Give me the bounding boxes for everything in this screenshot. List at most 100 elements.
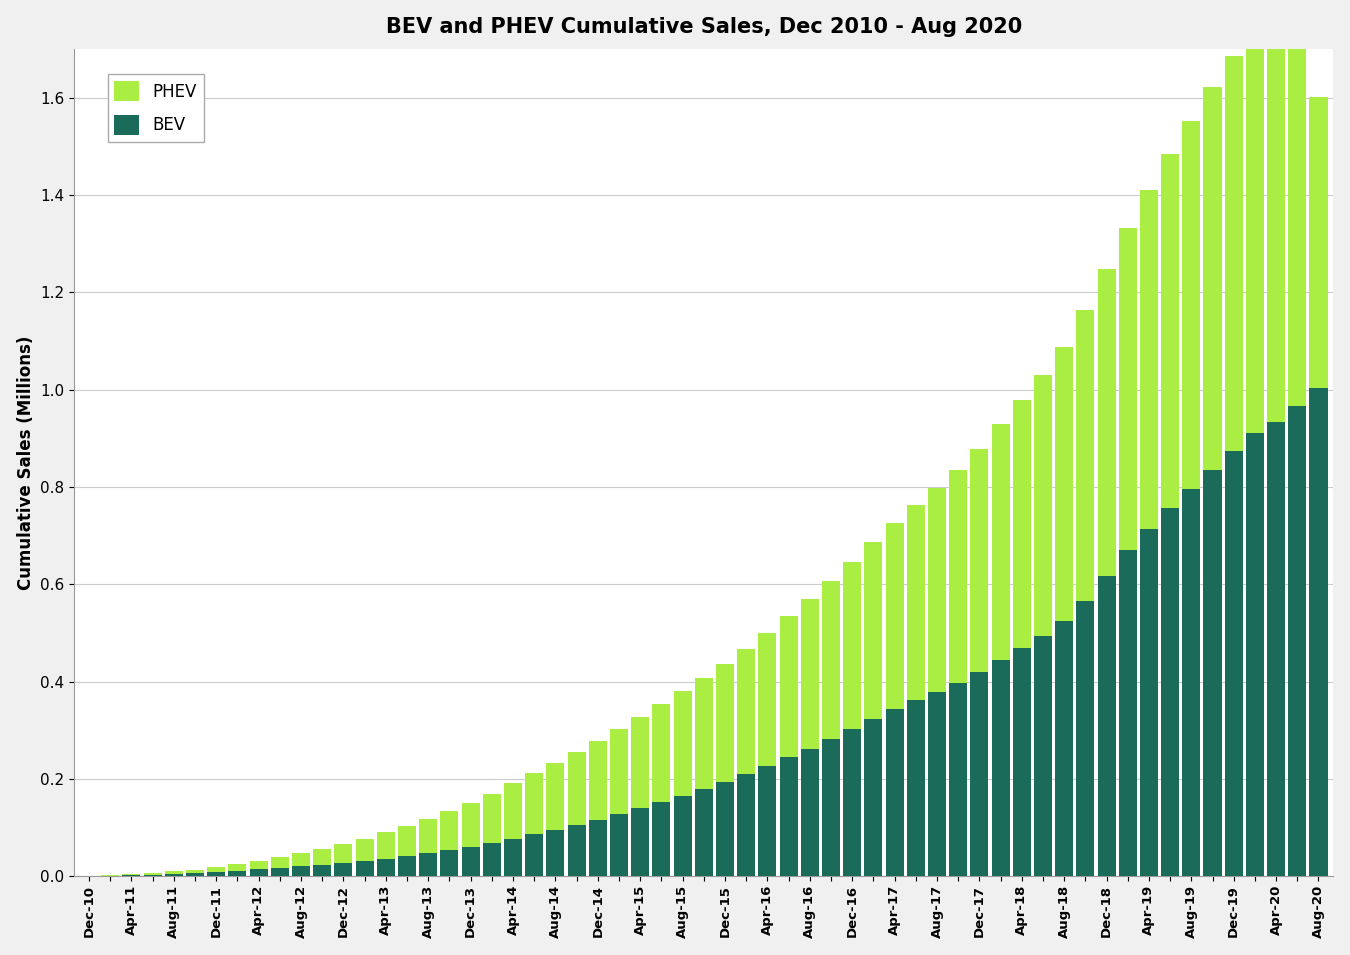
Bar bbox=[377, 859, 394, 876]
Bar bbox=[186, 870, 204, 873]
Bar bbox=[716, 782, 734, 876]
Bar bbox=[1224, 451, 1243, 876]
Bar bbox=[504, 838, 522, 876]
Bar bbox=[844, 730, 861, 876]
Bar bbox=[822, 581, 840, 739]
Bar bbox=[335, 844, 352, 863]
Bar bbox=[377, 833, 394, 859]
Bar bbox=[504, 783, 522, 838]
Bar bbox=[907, 504, 925, 700]
Bar bbox=[143, 875, 162, 876]
Bar bbox=[1288, 406, 1307, 876]
Bar bbox=[1310, 389, 1327, 876]
Bar bbox=[907, 700, 925, 876]
Bar bbox=[567, 752, 586, 825]
Bar bbox=[674, 691, 691, 796]
Bar bbox=[398, 826, 416, 856]
Bar bbox=[1161, 155, 1179, 508]
Bar bbox=[1268, 0, 1285, 422]
Bar bbox=[271, 868, 289, 876]
Bar bbox=[483, 794, 501, 843]
Legend: PHEV, BEV: PHEV, BEV bbox=[108, 74, 204, 141]
Bar bbox=[1034, 374, 1052, 636]
Bar bbox=[971, 671, 988, 876]
Bar bbox=[1056, 347, 1073, 622]
Bar bbox=[1183, 121, 1200, 489]
Bar bbox=[886, 709, 903, 876]
Bar bbox=[207, 872, 225, 876]
Bar bbox=[1161, 508, 1179, 876]
Bar bbox=[1183, 489, 1200, 876]
Bar bbox=[864, 542, 883, 719]
Bar bbox=[547, 763, 564, 830]
Bar bbox=[462, 803, 479, 847]
Bar bbox=[1288, 0, 1307, 406]
Bar bbox=[1098, 576, 1115, 876]
Bar bbox=[991, 424, 1010, 660]
Bar bbox=[123, 874, 140, 875]
Bar bbox=[1203, 87, 1222, 470]
Y-axis label: Cumulative Sales (Millions): Cumulative Sales (Millions) bbox=[16, 335, 35, 590]
Bar bbox=[398, 856, 416, 876]
Bar bbox=[1119, 228, 1137, 550]
Bar bbox=[737, 649, 755, 774]
Bar bbox=[1119, 550, 1137, 876]
Bar bbox=[695, 789, 713, 876]
Bar bbox=[1246, 25, 1264, 433]
Bar bbox=[1224, 55, 1243, 451]
Bar bbox=[462, 847, 479, 876]
Bar bbox=[207, 867, 225, 872]
Bar bbox=[165, 871, 182, 874]
Bar bbox=[695, 678, 713, 789]
Bar bbox=[292, 866, 311, 876]
Bar bbox=[547, 830, 564, 876]
Bar bbox=[567, 825, 586, 876]
Bar bbox=[632, 716, 649, 808]
Bar bbox=[1076, 310, 1095, 601]
Bar bbox=[927, 692, 946, 876]
Bar bbox=[589, 741, 606, 819]
Bar bbox=[440, 850, 459, 876]
Bar bbox=[420, 853, 437, 876]
Bar bbox=[1246, 433, 1264, 876]
Bar bbox=[610, 814, 628, 876]
Bar bbox=[801, 599, 818, 749]
Bar bbox=[759, 766, 776, 876]
Bar bbox=[313, 865, 331, 876]
Bar bbox=[864, 719, 883, 876]
Bar bbox=[165, 874, 182, 876]
Bar bbox=[652, 802, 671, 876]
Bar bbox=[886, 522, 903, 709]
Bar bbox=[1056, 622, 1073, 876]
Bar bbox=[1139, 529, 1158, 876]
Bar bbox=[1012, 648, 1031, 876]
Title: BEV and PHEV Cumulative Sales, Dec 2010 - Aug 2020: BEV and PHEV Cumulative Sales, Dec 2010 … bbox=[386, 16, 1022, 36]
Bar bbox=[632, 808, 649, 876]
Bar bbox=[1098, 269, 1115, 576]
Bar bbox=[1268, 422, 1285, 876]
Bar bbox=[589, 819, 606, 876]
Bar bbox=[1012, 400, 1031, 648]
Bar bbox=[927, 488, 946, 692]
Bar bbox=[525, 773, 543, 835]
Bar bbox=[737, 774, 755, 876]
Bar bbox=[779, 616, 798, 757]
Bar bbox=[355, 838, 374, 861]
Bar bbox=[250, 869, 267, 876]
Bar bbox=[483, 843, 501, 876]
Bar bbox=[971, 449, 988, 671]
Bar bbox=[440, 812, 459, 850]
Bar bbox=[716, 664, 734, 782]
Bar bbox=[1310, 96, 1327, 389]
Bar bbox=[525, 835, 543, 876]
Bar bbox=[313, 849, 331, 865]
Bar bbox=[1076, 601, 1095, 876]
Bar bbox=[610, 729, 628, 814]
Bar bbox=[1034, 636, 1052, 876]
Bar bbox=[250, 861, 267, 869]
Bar bbox=[759, 633, 776, 766]
Bar bbox=[674, 796, 691, 876]
Bar bbox=[271, 857, 289, 868]
Bar bbox=[652, 704, 671, 802]
Bar bbox=[779, 757, 798, 876]
